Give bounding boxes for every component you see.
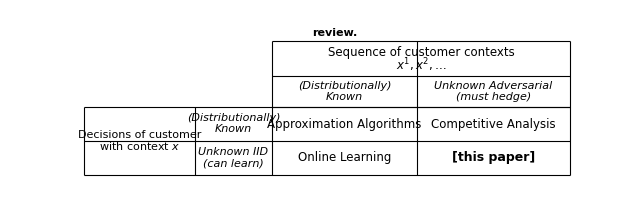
Text: Unknown IID: Unknown IID xyxy=(198,147,269,157)
Text: (Distributionally): (Distributionally) xyxy=(187,113,280,123)
Text: review.: review. xyxy=(312,28,358,38)
Text: Approximation Algorithms: Approximation Algorithms xyxy=(268,118,422,131)
Text: Known: Known xyxy=(326,92,364,102)
Text: [this paper]: [this paper] xyxy=(452,151,535,164)
Text: (Distributionally): (Distributionally) xyxy=(298,81,392,91)
Text: (can learn): (can learn) xyxy=(203,158,264,168)
Text: with context $x$: with context $x$ xyxy=(99,140,180,152)
Text: Known: Known xyxy=(215,124,252,134)
Text: $x^1, x^2, \ldots$: $x^1, x^2, \ldots$ xyxy=(396,57,447,74)
Text: Decisions of customer: Decisions of customer xyxy=(77,130,201,140)
Text: Online Learning: Online Learning xyxy=(298,151,391,164)
Text: Unknown Adversarial: Unknown Adversarial xyxy=(435,81,552,91)
Text: Sequence of customer contexts: Sequence of customer contexts xyxy=(328,46,515,59)
Text: (must hedge): (must hedge) xyxy=(456,92,531,102)
Text: Competitive Analysis: Competitive Analysis xyxy=(431,118,556,131)
